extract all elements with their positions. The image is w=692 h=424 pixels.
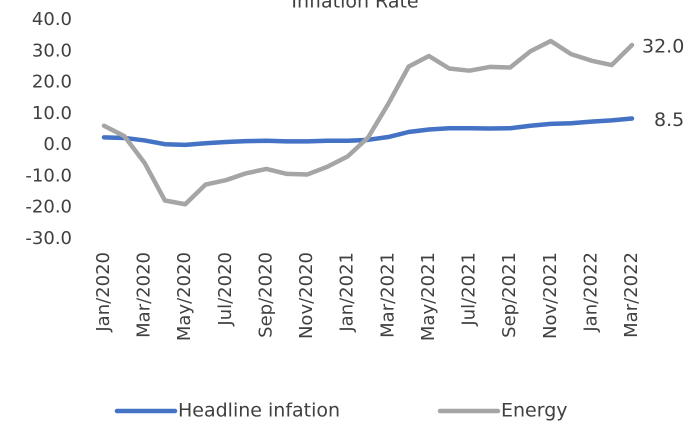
legend-label: Headline infation: [178, 400, 340, 422]
x-tick-label: Mar/2022: [621, 252, 642, 338]
x-tick-label: Mar/2021: [377, 252, 398, 338]
y-tick-label: -30.0: [25, 228, 72, 249]
series-line: [101, 116, 635, 148]
y-tick-label: 20.0: [32, 72, 72, 93]
x-tick-label: Jul/2021: [459, 252, 480, 327]
y-tick-label: 30.0: [32, 40, 72, 61]
y-tick-label: 0.0: [43, 134, 72, 155]
data-label: 32.0: [642, 36, 684, 58]
y-tick-label: -20.0: [25, 197, 72, 218]
chart-title: Inflation Rate: [291, 0, 418, 13]
legend-label: Energy: [501, 400, 568, 422]
x-tick-label: Jan/2020: [93, 252, 114, 333]
x-tick-label: Jan/2021: [337, 252, 358, 333]
y-tick-label: -10.0: [25, 165, 72, 186]
x-tick-label: Nov/2020: [296, 252, 317, 339]
series-line: [101, 38, 635, 207]
x-tick-label: Nov/2021: [540, 252, 561, 339]
y-tick-label: 40.0: [32, 9, 72, 30]
x-tick-label: Mar/2020: [134, 252, 155, 338]
data-label: 8.5: [654, 109, 684, 131]
x-tick-label: Sep/2021: [499, 252, 520, 338]
x-tick-label: May/2020: [174, 252, 195, 341]
x-tick-label: Jan/2022: [580, 252, 601, 333]
x-tick-label: May/2021: [418, 252, 439, 341]
x-tick-label: Jul/2020: [215, 252, 236, 327]
x-tick-label: Sep/2020: [255, 252, 276, 338]
y-tick-label: 10.0: [32, 103, 72, 124]
